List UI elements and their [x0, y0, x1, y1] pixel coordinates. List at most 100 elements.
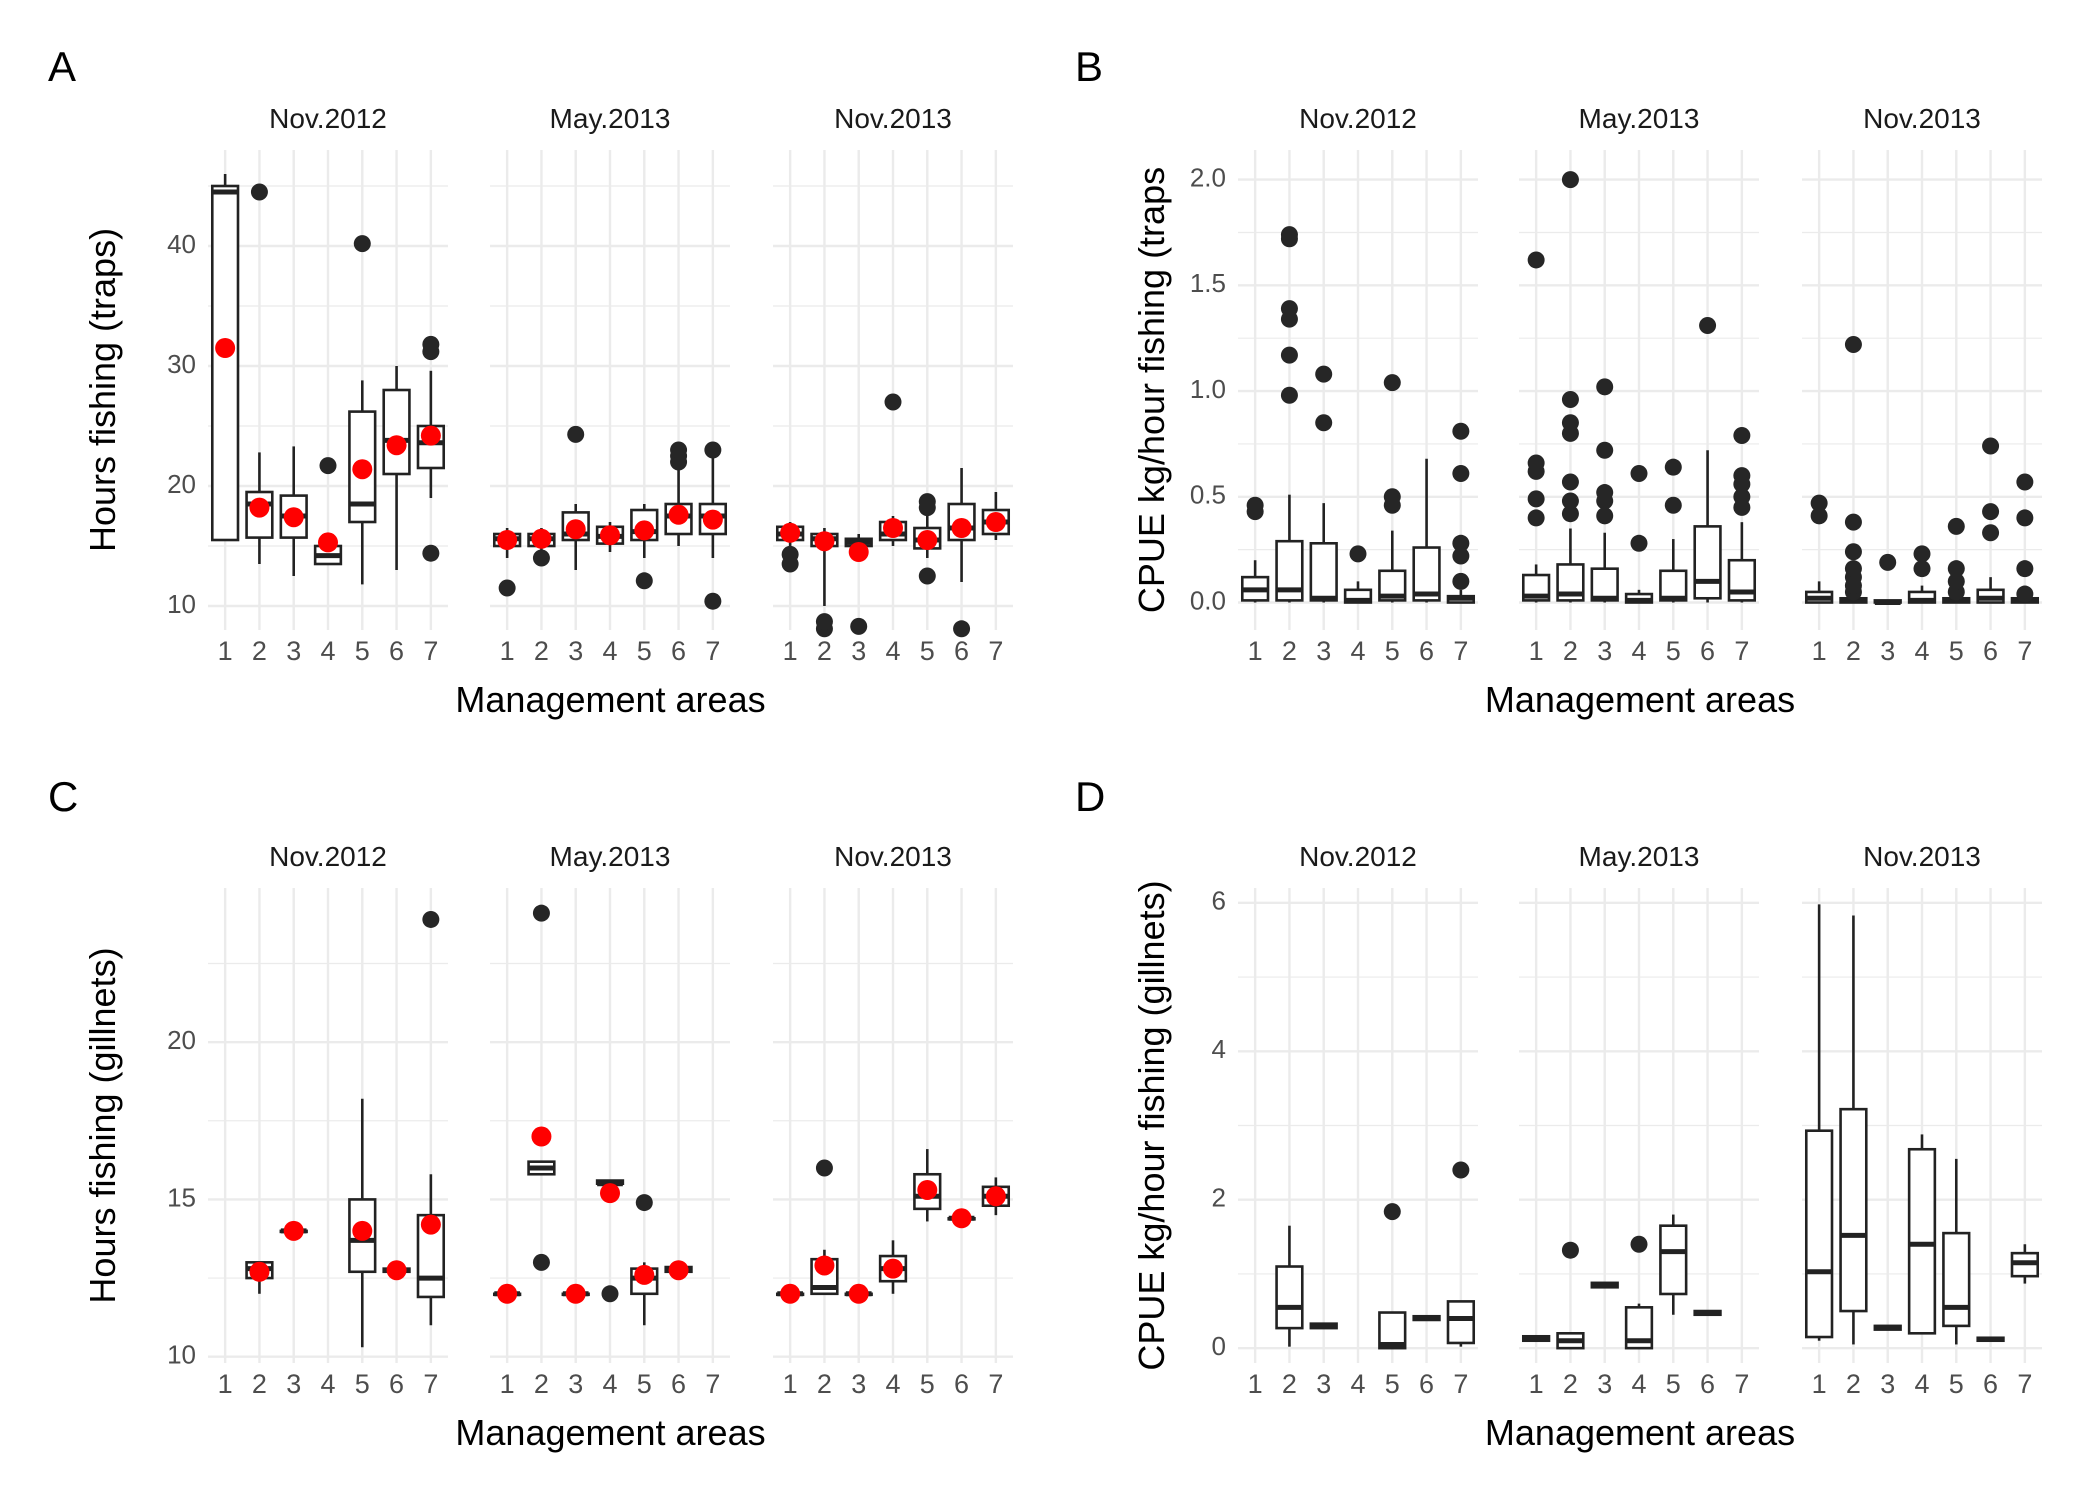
x-tick-label: 3	[286, 1369, 301, 1399]
gridlines	[208, 888, 448, 1363]
outlier-point	[1982, 524, 2000, 542]
x-tick-label: 2	[252, 636, 267, 666]
y-tick-label: 40	[167, 229, 196, 259]
panel-d: D CPUE kg/hour fishing (gillnets) Manageme…	[1075, 773, 2042, 1453]
box-6	[382, 366, 411, 570]
box-5	[1942, 517, 1971, 604]
box-5	[1378, 1203, 1407, 1350]
x-tick-label: 5	[637, 636, 652, 666]
facet: Nov.2012 1 2 3 4 5 6 7	[1238, 841, 1478, 1399]
outlier-point	[1913, 560, 1931, 578]
outlier-point	[781, 545, 799, 563]
x-tick-label: 6	[671, 1369, 686, 1399]
x-tick-label: 7	[2017, 1369, 2032, 1399]
outlier-point	[353, 235, 371, 253]
box-3	[1309, 365, 1338, 603]
x-tick-label: 6	[1419, 1369, 1434, 1399]
x-tick-label: 7	[705, 1369, 720, 1399]
box-3	[1590, 1281, 1619, 1289]
mean-point	[352, 1220, 373, 1241]
box-rect	[1942, 1231, 1971, 1328]
box-3	[1873, 553, 1902, 606]
mean-point	[565, 1283, 586, 1304]
box-5	[630, 504, 659, 590]
mean-point	[917, 1179, 938, 1200]
facet-title: Nov.2012	[269, 841, 387, 872]
box-3	[1590, 378, 1619, 603]
facet: May.2013 1 2 3 4 5 6 7	[1519, 103, 1759, 666]
y-tick-label: 2	[1212, 1183, 1226, 1213]
box-5	[1378, 374, 1407, 603]
panel-b: B CPUE kg/hour fishing (traps Management a…	[1075, 43, 2042, 720]
outlier-point	[1844, 336, 1862, 354]
x-tick-label: 3	[286, 636, 301, 666]
x-tick-label: 7	[988, 1369, 1003, 1399]
x-tick-label: 4	[602, 1369, 617, 1399]
x-tick-label: 4	[1914, 636, 1929, 666]
x-tick-label: 1	[500, 1369, 515, 1399]
outlier-point	[1383, 488, 1401, 506]
outlier-point	[1280, 226, 1298, 244]
outlier-point	[704, 592, 722, 610]
mean-point	[634, 1264, 655, 1285]
box-6	[1693, 317, 1722, 603]
x-tick-label: 1	[218, 636, 233, 666]
y-tick-label: 20	[167, 1025, 196, 1055]
mean-point	[985, 1186, 1006, 1207]
outlier-point	[1844, 560, 1862, 578]
box-3	[561, 425, 590, 570]
x-tick-label: 4	[885, 636, 900, 666]
y-axis-label: Hours fishing (traps)	[82, 228, 123, 552]
y-tick-label: 0	[1212, 1331, 1226, 1361]
outlier-point	[422, 544, 440, 562]
box-5	[348, 1098, 377, 1348]
x-tick-label: 6	[1419, 636, 1434, 666]
x-axis-label: Management areas	[1485, 679, 1795, 720]
x-tick-label: 7	[705, 636, 720, 666]
box-1	[1804, 904, 1834, 1341]
outlier-point	[498, 579, 516, 597]
box-2	[527, 904, 556, 1271]
facet: Nov.2013 1 2 3 4 5 6 7	[773, 841, 1013, 1399]
mean-point	[386, 1260, 407, 1281]
facet: May.2013 1 2 3 4 5 6 7	[1519, 841, 1759, 1399]
box-2	[245, 183, 274, 564]
box-rect	[1907, 1147, 1937, 1335]
box-1	[1521, 1334, 1551, 1343]
x-tick-label: 4	[1350, 1369, 1365, 1399]
outlier-point	[850, 617, 868, 635]
x-tick-label: 2	[1846, 636, 1861, 666]
gridlines	[490, 888, 730, 1363]
mean-point	[883, 518, 903, 538]
box-6	[664, 1260, 693, 1281]
x-tick-label: 4	[1350, 636, 1365, 666]
x-tick-label: 2	[1563, 636, 1578, 666]
box-4	[1624, 1235, 1654, 1350]
box-7	[2010, 473, 2040, 604]
box-2	[810, 528, 839, 638]
y-axis-label: CPUE kg/hour fishing (gillnets)	[1131, 880, 1172, 1370]
y-tick-label: 1.5	[1190, 268, 1226, 298]
x-tick-label: 6	[389, 1369, 404, 1399]
outlier-point	[815, 613, 833, 631]
box-5	[1942, 1158, 1971, 1345]
x-tick-label: 3	[1316, 636, 1331, 666]
facet-title: May.2013	[1579, 103, 1700, 134]
mean-point	[600, 1183, 620, 1204]
outlier-point	[953, 620, 971, 638]
facet: May.2013 1 2 3 4 5 6 7	[490, 103, 730, 666]
box-rect	[1804, 1129, 1834, 1339]
panel-letter: B	[1075, 43, 1103, 90]
mean-point	[780, 522, 801, 543]
box-rect	[210, 184, 240, 542]
x-tick-label: 3	[568, 1369, 583, 1399]
outlier-point	[532, 549, 550, 567]
outlier-point	[884, 393, 902, 411]
mean-point	[883, 1258, 903, 1279]
outlier-point	[1452, 1161, 1470, 1179]
outlier-point	[918, 493, 936, 511]
outlier-point	[1596, 441, 1614, 459]
outlier-point	[1315, 414, 1333, 432]
outlier-point	[1596, 484, 1614, 502]
outlier-point	[1664, 496, 1682, 514]
